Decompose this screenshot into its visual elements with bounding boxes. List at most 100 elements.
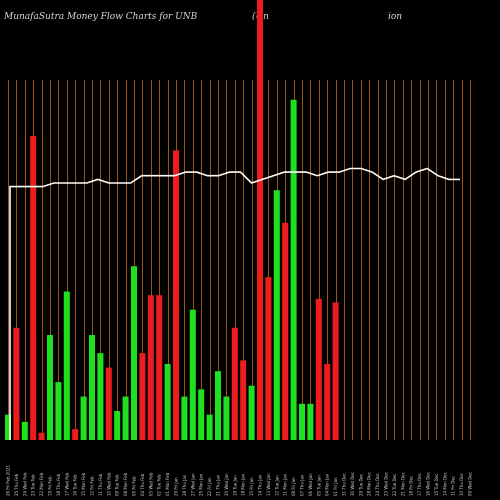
- x-axis-label: 23 Wed Dec: [384, 472, 389, 496]
- money-flow-line: [9, 167, 460, 440]
- x-axis-label: 11 Mon Jan: [283, 473, 288, 496]
- money-flow-bar: [55, 382, 62, 440]
- x-axis-label: 18 Thu Feb: [56, 473, 61, 496]
- money-flow-bar: [156, 295, 163, 440]
- money-flow-bar: [248, 385, 255, 440]
- x-axis-label: 22 Tue Dec: [392, 474, 397, 496]
- x-axis-label: 08 Fri Jan: [291, 477, 296, 496]
- x-axis-label: 04 Thu Feb: [140, 473, 145, 496]
- money-flow-line-layer: [9, 167, 460, 440]
- money-flow-bar: [282, 222, 289, 440]
- x-axis-label: 22 Mon Feb: [39, 472, 44, 496]
- x-axis-label: 26 Fri Feb 2021: [6, 465, 11, 496]
- chart-title: MunafaSutra Money Flow Charts for UNB: [4, 12, 198, 22]
- money-flow-bar: [105, 367, 112, 440]
- x-axis-label: 20 Wed Jan: [224, 473, 229, 496]
- x-axis-label: 07 Thu Jan: [300, 474, 305, 496]
- x-axis-label: 21 Thu Jan: [216, 474, 221, 496]
- x-axis-label: 28 Mon Dec: [367, 472, 372, 496]
- money-flow-bar: [324, 363, 331, 440]
- money-flow-bar: [114, 411, 121, 440]
- x-axis-label: 05 Fri Feb: [132, 476, 137, 496]
- money-flow-bar: [206, 414, 213, 440]
- x-axis-label: 03 Wed Feb: [148, 472, 153, 496]
- x-axis-label: 17 Thu Dec: [417, 473, 422, 496]
- x-axis-label: 11 Thu Feb: [98, 473, 103, 496]
- x-axis-label: 10 Thu Dec: [459, 473, 464, 496]
- money-flow-bar: [122, 396, 129, 440]
- money-flow-bar: [189, 309, 196, 440]
- x-axis-label: 06 Wed Jan: [308, 473, 313, 496]
- x-axis-label: 28 Thu Jan: [182, 474, 187, 496]
- money-flow-bar: [47, 335, 53, 440]
- x-axis-label: 18 Mon Jan: [241, 473, 246, 496]
- money-flow-bar: [89, 335, 95, 440]
- chart-title-company-suffix: ion: [388, 12, 403, 22]
- x-axis-label: 18 Fri Dec: [409, 476, 414, 496]
- x-axis-label: 01 Mon Feb: [165, 472, 170, 496]
- x-axis-label: 12 Tue Jan: [274, 475, 279, 496]
- x-axis-label: 11 Fri Dec: [451, 476, 456, 496]
- x-axis-label: 15 Tue Dec: [434, 474, 439, 496]
- money-flow-bar: [80, 396, 87, 440]
- money-flow-bar: [290, 99, 297, 440]
- x-axis-label: 13 Wed Jan: [266, 473, 271, 496]
- money-flow-bar: [131, 266, 137, 440]
- money-flow-bar: [198, 389, 205, 440]
- x-axis-label: 24 Wed Feb: [22, 472, 27, 496]
- money-flow-bar: [307, 403, 314, 440]
- money-flow-bar: [5, 414, 11, 440]
- x-axis-label: 25 Thu Feb: [14, 473, 19, 496]
- money-flow-bar: [139, 353, 146, 440]
- x-axis-label: 21 Mon Dec: [400, 472, 405, 496]
- x-axis-label: 05 Tue Jan: [316, 475, 321, 496]
- x-axis-label: 24 Thu Dec: [375, 473, 380, 496]
- x-axis-label: 23 Tue Feb: [31, 474, 36, 496]
- money-flow-bar: [299, 403, 305, 440]
- x-axis-labels: 26 Fri Feb 2021 25 Thu Feb 24 Wed Feb 23 Tu…: [6, 465, 473, 496]
- x-axis-label: 08 Mon Feb: [123, 472, 128, 496]
- money-flow-bar: [231, 327, 238, 440]
- x-axis-label: 19 Tue Jan: [232, 475, 237, 496]
- money-flow-bar: [240, 360, 247, 440]
- x-axis-label: 09 Tue Feb: [115, 474, 120, 496]
- money-flow-bar: [257, 0, 263, 440]
- x-axis-label: 22 Fri Jan: [207, 477, 212, 496]
- x-axis-label: 01 Fri Jan: [333, 477, 338, 496]
- x-axis-label: 15 Mon Feb: [81, 472, 86, 496]
- x-axis-label: 30 Wed Dec: [350, 472, 355, 496]
- money-flow-bar: [72, 429, 79, 440]
- money-flow-bar: [164, 363, 171, 440]
- money-flow-bar: [97, 353, 104, 440]
- money-flow-bar: [273, 190, 280, 440]
- x-axis-label: 09 Wed Dec: [468, 472, 473, 496]
- bars: [5, 0, 339, 441]
- money-flow-bar: [30, 135, 37, 441]
- money-flow-bar: [181, 396, 188, 440]
- money-flow-bar: [147, 295, 154, 440]
- money-flow-bar: [63, 291, 70, 440]
- x-axis-label: 12 Fri Feb: [90, 476, 95, 496]
- money-flow-bar: [265, 277, 272, 440]
- money-flow-bar: [21, 421, 28, 440]
- money-flow-bar: [223, 396, 230, 440]
- x-axis-label: 31 Thu Dec: [342, 473, 347, 496]
- x-axis-label: 29 Tue Dec: [358, 474, 363, 496]
- money-flow-bar: [315, 298, 322, 440]
- money-flow-bar: [173, 150, 179, 440]
- x-axis-label: 17 Wed Feb: [64, 472, 69, 496]
- money-flow-bar: [215, 371, 221, 440]
- x-axis-label: 27 Wed Jan: [190, 473, 195, 496]
- x-axis-label: 04 Mon Jan: [325, 473, 330, 496]
- x-axis-label: 02 Tue Feb: [157, 474, 162, 496]
- x-axis-label: 14 Mon Dec: [442, 472, 447, 496]
- x-axis-label: 14 Thu Jan: [258, 474, 263, 496]
- x-axis-label: 29 Fri Jan: [174, 477, 179, 496]
- money-flow-bar: [13, 327, 20, 440]
- x-axis-label: 15 Fri Jan: [249, 477, 254, 496]
- money-flow-bar: [332, 302, 339, 440]
- money-flow-bar: [38, 432, 45, 440]
- x-axis-label: 16 Wed Dec: [426, 472, 431, 496]
